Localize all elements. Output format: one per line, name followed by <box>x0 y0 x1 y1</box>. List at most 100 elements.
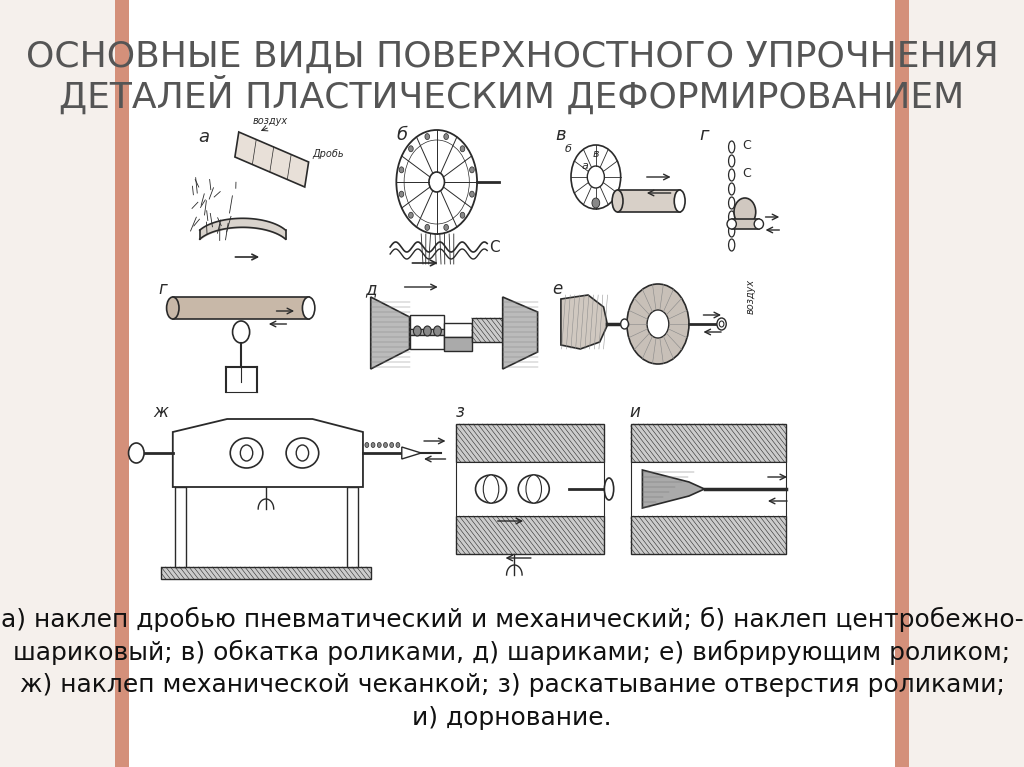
Text: а: а <box>199 128 209 146</box>
Bar <box>161 567 371 579</box>
Circle shape <box>409 146 414 152</box>
Circle shape <box>470 167 474 173</box>
Circle shape <box>719 321 724 327</box>
Text: и: и <box>630 403 640 421</box>
Circle shape <box>627 284 689 364</box>
Circle shape <box>717 318 726 330</box>
Bar <box>410 335 444 349</box>
Ellipse shape <box>518 475 549 503</box>
Ellipse shape <box>728 183 735 195</box>
Text: воздух: воздух <box>252 116 288 126</box>
Text: шариковый; в) обкатка роликами, д) шариками; е) вибрирующим роликом;: шариковый; в) обкатка роликами, д) шарик… <box>13 640 1011 664</box>
Circle shape <box>399 191 403 197</box>
Text: б: б <box>396 126 408 144</box>
Bar <box>631 516 786 554</box>
Circle shape <box>443 225 449 230</box>
Ellipse shape <box>230 438 263 468</box>
Ellipse shape <box>674 190 685 212</box>
Circle shape <box>371 443 375 447</box>
Circle shape <box>241 445 253 461</box>
Bar <box>115 0 129 767</box>
Polygon shape <box>234 132 308 187</box>
Circle shape <box>647 310 669 338</box>
Ellipse shape <box>728 141 735 153</box>
Text: C: C <box>741 139 751 152</box>
Bar <box>444 323 472 337</box>
Circle shape <box>425 133 430 140</box>
Circle shape <box>409 212 414 219</box>
Ellipse shape <box>604 478 613 500</box>
Circle shape <box>571 145 621 209</box>
Polygon shape <box>401 447 421 459</box>
Bar <box>444 337 472 351</box>
Polygon shape <box>642 470 705 508</box>
Bar <box>456 462 603 516</box>
Ellipse shape <box>728 211 735 223</box>
Circle shape <box>592 198 600 208</box>
Ellipse shape <box>755 219 764 229</box>
Bar <box>410 315 444 329</box>
Bar <box>472 318 503 342</box>
Bar <box>631 462 786 516</box>
Circle shape <box>425 225 430 230</box>
Circle shape <box>460 146 465 152</box>
Circle shape <box>129 443 144 463</box>
Ellipse shape <box>526 475 542 503</box>
Circle shape <box>399 167 403 173</box>
Bar <box>410 329 444 335</box>
Circle shape <box>433 326 441 336</box>
Ellipse shape <box>728 169 735 181</box>
Circle shape <box>460 212 465 219</box>
Text: е: е <box>552 280 562 298</box>
Ellipse shape <box>727 219 736 229</box>
Bar <box>895 0 909 767</box>
Polygon shape <box>503 297 538 369</box>
Text: г: г <box>699 126 710 144</box>
Text: C: C <box>741 167 751 180</box>
Circle shape <box>396 130 477 234</box>
Bar <box>456 516 603 554</box>
Bar <box>456 424 603 462</box>
Text: C: C <box>489 241 500 255</box>
Text: а) наклеп дробью пневматический и механический; б) наклеп центробежно-: а) наклеп дробью пневматический и механи… <box>1 607 1023 631</box>
Ellipse shape <box>286 438 318 468</box>
Ellipse shape <box>302 297 314 319</box>
Ellipse shape <box>483 475 499 503</box>
Text: воздух: воздух <box>746 279 756 314</box>
Polygon shape <box>371 297 410 369</box>
Text: в: в <box>593 149 599 159</box>
Circle shape <box>588 166 604 188</box>
Bar <box>631 424 786 462</box>
Bar <box>732 219 759 229</box>
Text: и) дорнование.: и) дорнование. <box>413 706 611 730</box>
Bar <box>347 487 358 567</box>
Circle shape <box>396 443 399 447</box>
Ellipse shape <box>612 190 623 212</box>
Text: ОСНОВНЫЕ ВИДЫ ПОВЕРХНОСТНОГО УПРОЧНЕНИЯ: ОСНОВНЫЕ ВИДЫ ПОВЕРХНОСТНОГО УПРОЧНЕНИЯ <box>26 40 998 74</box>
Text: ж) наклеп механической чеканкой; з) раскатывание отверстия роликами;: ж) наклеп механической чеканкой; з) раск… <box>19 673 1005 697</box>
Circle shape <box>377 443 381 447</box>
Bar <box>617 190 680 212</box>
Circle shape <box>384 443 387 447</box>
Text: Дробь: Дробь <box>312 149 344 159</box>
Text: ж: ж <box>154 403 169 421</box>
Circle shape <box>424 326 431 336</box>
Bar <box>175 487 186 567</box>
Text: в: в <box>556 126 566 144</box>
Ellipse shape <box>728 239 735 251</box>
Bar <box>173 297 308 319</box>
Polygon shape <box>173 419 362 487</box>
Circle shape <box>429 172 444 192</box>
Ellipse shape <box>475 475 507 503</box>
Circle shape <box>296 445 308 461</box>
Ellipse shape <box>728 225 735 237</box>
Text: а: а <box>582 161 589 171</box>
Circle shape <box>414 326 421 336</box>
Circle shape <box>232 321 250 343</box>
Text: з: з <box>456 403 465 421</box>
Circle shape <box>621 319 629 329</box>
Ellipse shape <box>728 155 735 167</box>
Polygon shape <box>561 295 607 349</box>
Circle shape <box>734 198 756 226</box>
Text: ДЕТАЛЕЙ ПЛАСТИЧЕСКИМ ДЕФОРМИРОВАНИЕМ: ДЕТАЛЕЙ ПЛАСТИЧЕСКИМ ДЕФОРМИРОВАНИЕМ <box>59 75 965 114</box>
